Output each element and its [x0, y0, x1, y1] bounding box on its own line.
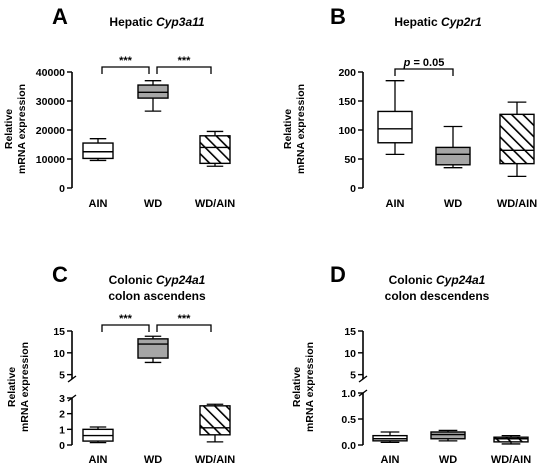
- panel-letter-c: C: [52, 262, 68, 287]
- chart-c-xtick-wd-ain: WD/AIN: [195, 454, 235, 466]
- chart-c-ytick-upper-label-1: 10: [53, 348, 65, 360]
- significance-label: p = 0.05: [403, 57, 445, 69]
- significance-bracket: [156, 66, 212, 74]
- chart-d-ytick-upper-label-1: 10: [344, 348, 356, 360]
- chart-a-box-wd-ain: [199, 130, 231, 167]
- box-iqr: [493, 436, 529, 443]
- chart-b-ytick-label-2: 100: [338, 125, 356, 137]
- chart-c-ylabel-line1: Relative: [6, 367, 18, 407]
- significance-bracket: [101, 324, 150, 332]
- significance-label: ***: [178, 313, 192, 325]
- significance-label: ***: [178, 55, 192, 67]
- chart-a-ytick-label-1: 10000: [36, 154, 65, 166]
- chart-c-ytick-lower-label-3: 3: [59, 393, 65, 405]
- chart-c-box-wd: [137, 335, 169, 364]
- chart-c-subtitle: colon ascendens: [108, 289, 206, 303]
- chart-c-box-wd-ain: [199, 403, 231, 443]
- box-iqr: [499, 113, 535, 165]
- chart-d-plot: 5 10 15 0.0 0.5 1.0 AIN WD WD/AIN: [341, 326, 531, 466]
- chart-d-axis-break-upper: [358, 375, 368, 383]
- box-iqr: [199, 135, 231, 165]
- chart-d-subtitle: colon descendens: [385, 289, 490, 303]
- significance-bracket: [394, 68, 454, 76]
- chart-d-ytick-upper-label-0: 5: [350, 370, 356, 382]
- chart-d-ytick-lower-label-1: 0.5: [341, 414, 356, 426]
- chart-c-ytick-upper-label-2: 15: [53, 326, 65, 338]
- chart-b-title: Hepatic Cyp2r1: [394, 15, 482, 29]
- chart-d-ylabel-line1: Relative: [291, 367, 303, 407]
- chart-b-box-wd-ain: [499, 101, 535, 178]
- chart-d-ytick-lower-label-2: 1.0: [341, 388, 356, 400]
- chart-c-ylabel-line2: mRNA expression: [19, 342, 31, 432]
- chart-d-box-wd-ain: [493, 434, 529, 445]
- chart-b-box-ain: [377, 80, 413, 156]
- chart-c-ytick-lower-label-1: 1: [59, 424, 65, 436]
- chart-a-ylabel-line2: mRNA expression: [16, 84, 28, 174]
- chart-a-title: Hepatic Cyp3a11: [109, 15, 204, 29]
- chart-a-significance-1: ***: [156, 55, 212, 74]
- box-iqr: [377, 110, 413, 144]
- chart-d-ytick-lower-label-0: 0.0: [341, 440, 356, 452]
- chart-b-ylabel-line1: Relative: [282, 109, 294, 149]
- panel-letter-b: B: [330, 4, 346, 29]
- panel-letter-d: D: [330, 262, 346, 287]
- chart-a-plot: 0 10000 20000 30000 40000 AIN WD WD/AIN *** ***: [36, 55, 235, 210]
- chart-c-xtick-wd: WD: [144, 454, 162, 466]
- box-iqr: [137, 84, 169, 99]
- chart-a-significance-0: ***: [101, 55, 150, 74]
- significance-label: ***: [119, 313, 133, 325]
- chart-d-ylabel-line2: mRNA expression: [304, 342, 316, 432]
- chart-c-box-ain: [82, 426, 114, 444]
- chart-c-ytick-lower-label-0: 0: [59, 440, 65, 452]
- chart-b-ytick-label-1: 50: [344, 154, 356, 166]
- chart-a-box-ain: [82, 138, 114, 162]
- box-iqr: [430, 431, 466, 440]
- chart-d-box-ain: [372, 431, 408, 444]
- chart-d-ytick-upper-label-2: 15: [344, 326, 356, 338]
- significance-bracket: [101, 66, 150, 74]
- chart-b-ytick-label-4: 200: [338, 67, 356, 79]
- significance-bracket: [156, 324, 212, 332]
- chart-d-box-wd: [430, 429, 466, 442]
- panel-letter-a: A: [52, 4, 68, 29]
- chart-d-xtick-wd: WD: [439, 454, 457, 466]
- chart-a-ytick-label-4: 40000: [36, 67, 65, 79]
- significance-label: ***: [119, 55, 133, 67]
- chart-b-significance-0: p = 0.05: [394, 57, 454, 76]
- box-iqr: [199, 405, 231, 436]
- chart-a-box-wd: [137, 80, 169, 112]
- chart-b-xtick-wd-ain: WD/AIN: [497, 198, 537, 210]
- chart-c-title: Colonic Cyp24a1: [109, 273, 206, 287]
- box-iqr: [137, 338, 169, 359]
- chart-a-ylabel-line1: Relative: [3, 109, 15, 149]
- chart-b-xtick-wd: WD: [444, 198, 462, 210]
- chart-d-title: Colonic Cyp24a1: [389, 273, 486, 287]
- chart-b-ytick-label-3: 150: [338, 96, 356, 108]
- chart-b-xtick-ain: AIN: [386, 198, 405, 210]
- box-iqr: [82, 142, 114, 160]
- box-iqr: [435, 146, 471, 166]
- chart-b-ytick-label-0: 0: [350, 183, 356, 195]
- chart-c-significance-0: ***: [101, 313, 150, 332]
- chart-a-ytick-label-2: 20000: [36, 125, 65, 137]
- chart-c-axis-break-upper: [67, 375, 77, 383]
- chart-b-plot: 0 50 100 150 200 AIN WD WD/AIN p = 0.05: [338, 57, 537, 210]
- chart-a-xtick-wd: WD: [144, 198, 162, 210]
- chart-c-plot: 5 10 15 0 1 2 3 AIN WD WD/AIN *** ***: [53, 313, 235, 466]
- chart-c-ytick-upper-label-0: 5: [59, 370, 65, 382]
- chart-a-xtick-ain: AIN: [89, 198, 108, 210]
- chart-c-xtick-ain: AIN: [89, 454, 108, 466]
- chart-c-ytick-lower-label-2: 2: [59, 409, 65, 421]
- chart-b-box-wd: [435, 125, 471, 169]
- chart-a-ytick-label-0: 0: [59, 183, 65, 195]
- chart-a-ytick-label-3: 30000: [36, 96, 65, 108]
- chart-a-xtick-wd-ain: WD/AIN: [195, 198, 235, 210]
- chart-d-xtick-ain: AIN: [381, 454, 400, 466]
- chart-c-significance-1: ***: [156, 313, 212, 332]
- chart-b-ylabel-line2: mRNA expression: [295, 84, 307, 174]
- chart-d-xtick-wd-ain: WD/AIN: [491, 454, 531, 466]
